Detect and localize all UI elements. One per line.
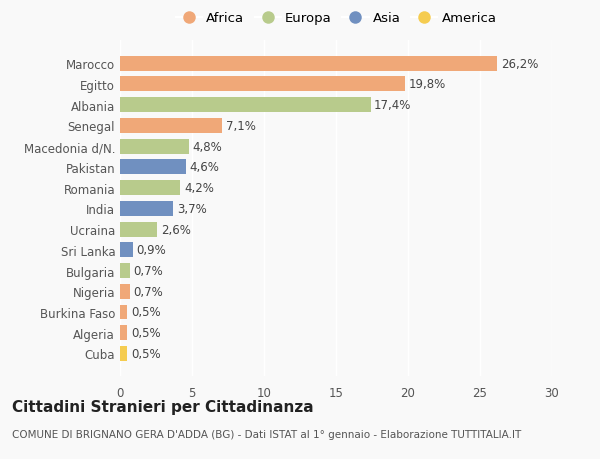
Text: 17,4%: 17,4% [374, 99, 412, 112]
Text: 3,7%: 3,7% [177, 202, 206, 215]
Text: Cittadini Stranieri per Cittadinanza: Cittadini Stranieri per Cittadinanza [12, 399, 314, 414]
Bar [120, 56, 497, 72]
Text: 0,7%: 0,7% [134, 285, 163, 298]
Bar [120, 222, 157, 237]
Text: 4,6%: 4,6% [190, 161, 220, 174]
Text: 7,1%: 7,1% [226, 120, 256, 133]
Text: COMUNE DI BRIGNANO GERA D'ADDA (BG) - Dati ISTAT al 1° gennaio - Elaborazione TU: COMUNE DI BRIGNANO GERA D'ADDA (BG) - Da… [12, 429, 521, 439]
Bar [120, 160, 186, 175]
Text: 0,5%: 0,5% [131, 326, 160, 340]
Text: 0,7%: 0,7% [134, 264, 163, 277]
Text: 4,8%: 4,8% [193, 140, 223, 153]
Text: 4,2%: 4,2% [184, 182, 214, 195]
Text: 26,2%: 26,2% [501, 57, 538, 71]
Bar [120, 118, 222, 134]
Bar [120, 346, 127, 361]
Bar [120, 284, 130, 299]
Bar [120, 325, 127, 341]
Bar [120, 263, 130, 278]
Bar [120, 202, 173, 216]
Bar [120, 98, 371, 113]
Legend: Africa, Europa, Asia, America: Africa, Europa, Asia, America [173, 10, 499, 28]
Text: 19,8%: 19,8% [409, 78, 446, 91]
Bar [120, 305, 127, 320]
Bar [120, 181, 181, 196]
Text: 0,5%: 0,5% [131, 306, 160, 319]
Text: 0,5%: 0,5% [131, 347, 160, 360]
Text: 2,6%: 2,6% [161, 223, 191, 236]
Bar [120, 140, 189, 154]
Bar [120, 243, 133, 257]
Bar [120, 77, 405, 92]
Text: 0,9%: 0,9% [137, 244, 166, 257]
